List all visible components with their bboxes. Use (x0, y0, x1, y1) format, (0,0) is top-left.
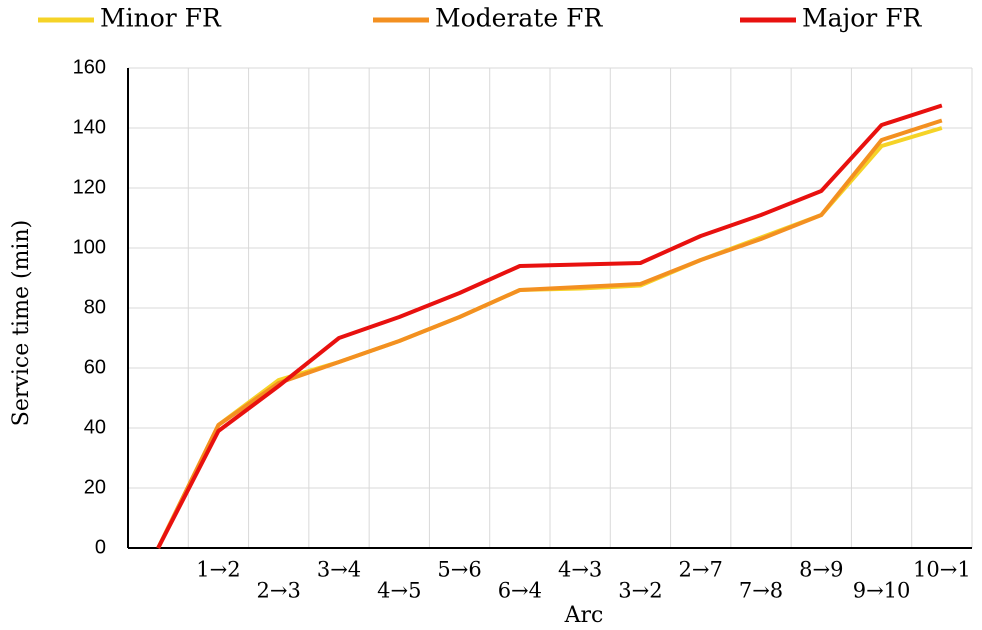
y-tick-label: 160 (73, 56, 106, 78)
legend-label: Major FR (802, 4, 923, 33)
y-tick-label: 120 (73, 176, 106, 198)
x-tick-label: 7→8 (739, 579, 783, 603)
legend-label: Minor FR (100, 4, 222, 33)
x-tick-label: 3→4 (317, 558, 361, 582)
x-tick-label: 8→9 (799, 558, 843, 582)
x-axis-label: Arc (564, 603, 604, 628)
x-tick-label: 10→1 (913, 558, 971, 582)
x-tick-label: 4→5 (377, 579, 421, 603)
x-tick-label: 9→10 (853, 579, 911, 603)
y-tick-label: 140 (73, 116, 106, 138)
y-tick-label: 20 (84, 476, 106, 498)
y-axis-label: Service time (min) (9, 220, 34, 426)
x-tick-label: 1→2 (196, 558, 240, 582)
y-tick-label: 60 (84, 356, 106, 378)
x-tick-label: 2→3 (257, 579, 301, 603)
y-tick-label: 0 (95, 536, 106, 558)
legend-label: Moderate FR (435, 4, 603, 33)
x-tick-label: 2→7 (679, 558, 723, 582)
x-tick-label: 5→6 (437, 558, 481, 582)
y-tick-label: 40 (84, 416, 106, 438)
series-line (156, 103, 943, 549)
y-tick-label: 100 (73, 236, 106, 258)
x-tick-label: 4→3 (558, 558, 602, 582)
x-tick-label: 3→2 (618, 579, 662, 603)
y-tick-label: 80 (84, 296, 106, 318)
x-tick-label: 6→4 (498, 579, 542, 603)
